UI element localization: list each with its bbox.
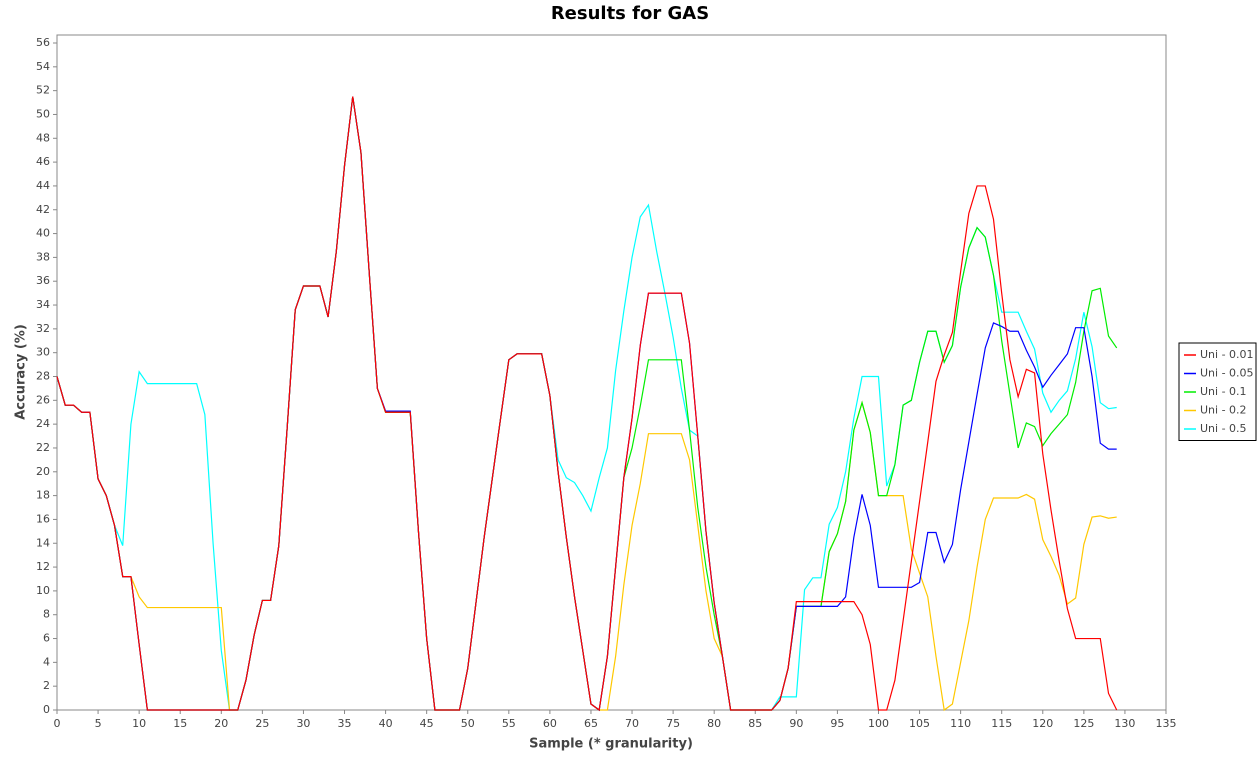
x-axis-label: Sample (* granularity) <box>529 737 693 752</box>
x-tick-label: 10 <box>132 717 146 730</box>
x-tick-label: 65 <box>584 717 598 730</box>
y-tick-label: 52 <box>36 84 50 97</box>
x-tick-label: 85 <box>748 717 762 730</box>
y-tick-label: 0 <box>43 703 50 716</box>
x-tick-label: 75 <box>666 717 680 730</box>
chart-title: Results for GAS <box>551 3 709 24</box>
y-tick-label: 2 <box>43 679 50 692</box>
y-tick-label: 14 <box>36 536 50 549</box>
x-tick-label: 120 <box>1032 717 1053 730</box>
x-tick-label: 35 <box>338 717 352 730</box>
x-tick-label: 20 <box>214 717 228 730</box>
y-tick-label: 56 <box>36 36 50 49</box>
x-tick-label: 110 <box>950 717 971 730</box>
y-tick-label: 36 <box>36 274 50 287</box>
x-tick-label: 115 <box>991 717 1012 730</box>
legend-label: Uni - 0.2 <box>1200 404 1247 417</box>
x-tick-label: 90 <box>789 717 803 730</box>
x-tick-label: 125 <box>1073 717 1094 730</box>
x-tick-label: 45 <box>420 717 434 730</box>
x-tick-label: 70 <box>625 717 639 730</box>
x-tick-label: 60 <box>543 717 557 730</box>
x-tick-label: 80 <box>707 717 721 730</box>
x-tick-label: 135 <box>1156 717 1177 730</box>
y-tick-label: 46 <box>36 155 50 168</box>
y-tick-label: 8 <box>43 608 50 621</box>
x-tick-label: 105 <box>909 717 930 730</box>
y-tick-label: 48 <box>36 131 50 144</box>
x-tick-label: 5 <box>95 717 102 730</box>
y-tick-label: 34 <box>36 298 50 311</box>
y-tick-label: 44 <box>36 179 50 192</box>
x-tick-label: 100 <box>868 717 889 730</box>
x-tick-label: 55 <box>502 717 516 730</box>
y-tick-label: 30 <box>36 346 50 359</box>
y-tick-label: 50 <box>36 107 50 120</box>
x-tick-label: 25 <box>255 717 269 730</box>
legend-label: Uni - 0.01 <box>1200 348 1254 361</box>
x-tick-label: 40 <box>379 717 393 730</box>
x-tick-label: 15 <box>173 717 187 730</box>
y-tick-label: 28 <box>36 370 50 383</box>
legend-label: Uni - 0.5 <box>1200 422 1247 435</box>
legend-label: Uni - 0.05 <box>1200 367 1254 380</box>
legend-label: Uni - 0.1 <box>1200 385 1247 398</box>
y-tick-label: 18 <box>36 489 50 502</box>
y-tick-label: 26 <box>36 393 50 406</box>
y-tick-label: 12 <box>36 560 50 573</box>
x-tick-label: 50 <box>461 717 475 730</box>
y-tick-label: 40 <box>36 227 50 240</box>
y-tick-label: 16 <box>36 512 50 525</box>
y-tick-label: 24 <box>36 417 50 430</box>
x-tick-label: 0 <box>54 717 61 730</box>
y-tick-label: 6 <box>43 632 50 645</box>
x-tick-label: 130 <box>1114 717 1135 730</box>
y-tick-label: 4 <box>43 655 50 668</box>
series-line <box>56 96 1118 712</box>
y-tick-label: 38 <box>36 250 50 263</box>
y-tick-label: 54 <box>36 60 50 73</box>
y-tick-label: 22 <box>36 441 50 454</box>
x-tick-label: 95 <box>830 717 844 730</box>
y-axis-label: Accuracy (%) <box>14 324 29 420</box>
x-tick-label: 30 <box>296 717 310 730</box>
y-tick-label: 10 <box>36 584 50 597</box>
y-tick-label: 20 <box>36 465 50 478</box>
y-tick-label: 42 <box>36 203 50 216</box>
y-tick-label: 32 <box>36 322 50 335</box>
